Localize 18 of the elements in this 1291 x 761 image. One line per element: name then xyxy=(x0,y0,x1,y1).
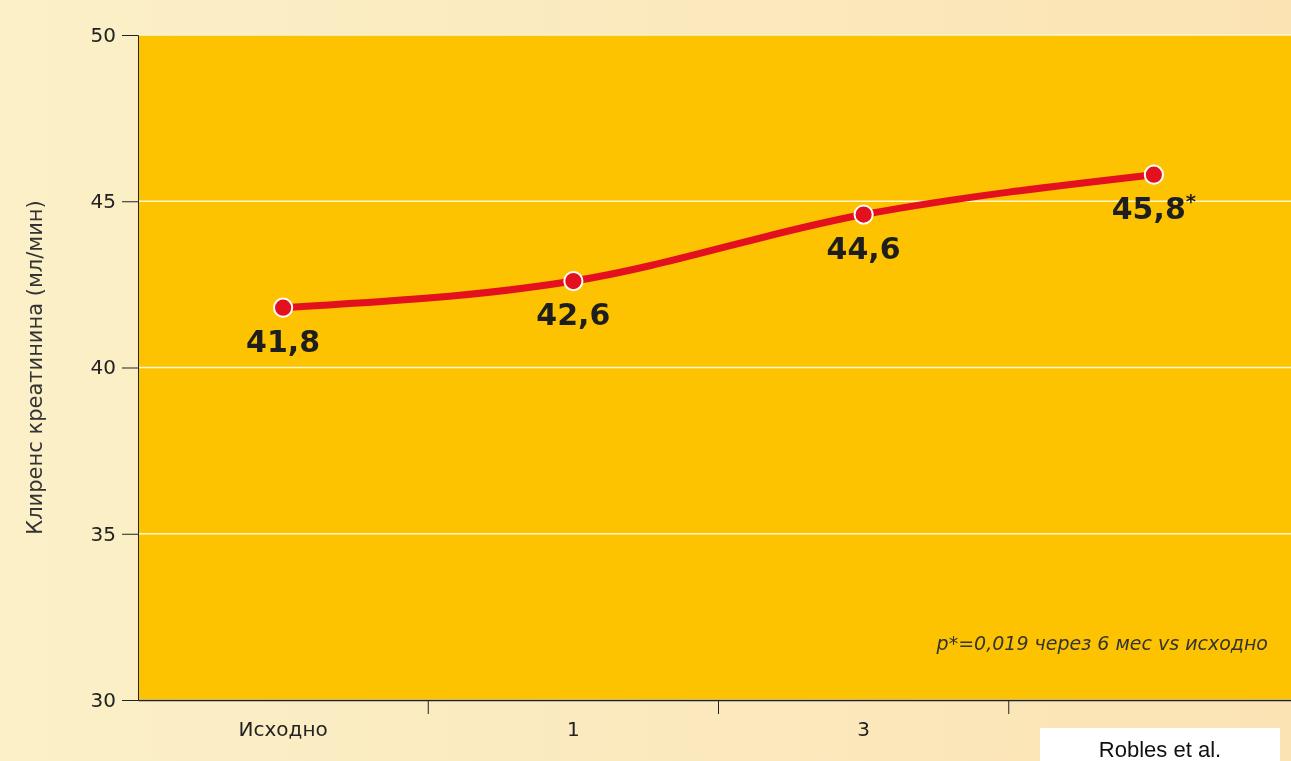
point xyxy=(273,297,294,318)
annotation: p*=0,019 через 6 мес vs исходно xyxy=(935,632,1268,654)
data-label: 41,8 xyxy=(246,323,321,359)
data-label: 42,6 xyxy=(536,297,611,333)
x-tick-label: Исходно xyxy=(238,717,328,742)
x-tick-label: 3 xyxy=(857,717,870,742)
y-tick-label: 45 xyxy=(90,189,116,214)
point xyxy=(853,204,874,225)
data-label: 44,6 xyxy=(826,230,901,266)
x-tick-label: 1 xyxy=(567,717,580,742)
point xyxy=(1143,164,1164,185)
y-tick-label: 35 xyxy=(90,521,116,546)
point xyxy=(563,270,584,292)
text: Robles et al. xyxy=(1098,737,1222,761)
y-tick-label: 30 xyxy=(90,687,116,712)
y-tick-label: 50 xyxy=(90,22,116,47)
y-axis-title: Клиренс креатинина (мл/мин) xyxy=(23,200,47,535)
y-tick-label: 40 xyxy=(90,355,116,380)
